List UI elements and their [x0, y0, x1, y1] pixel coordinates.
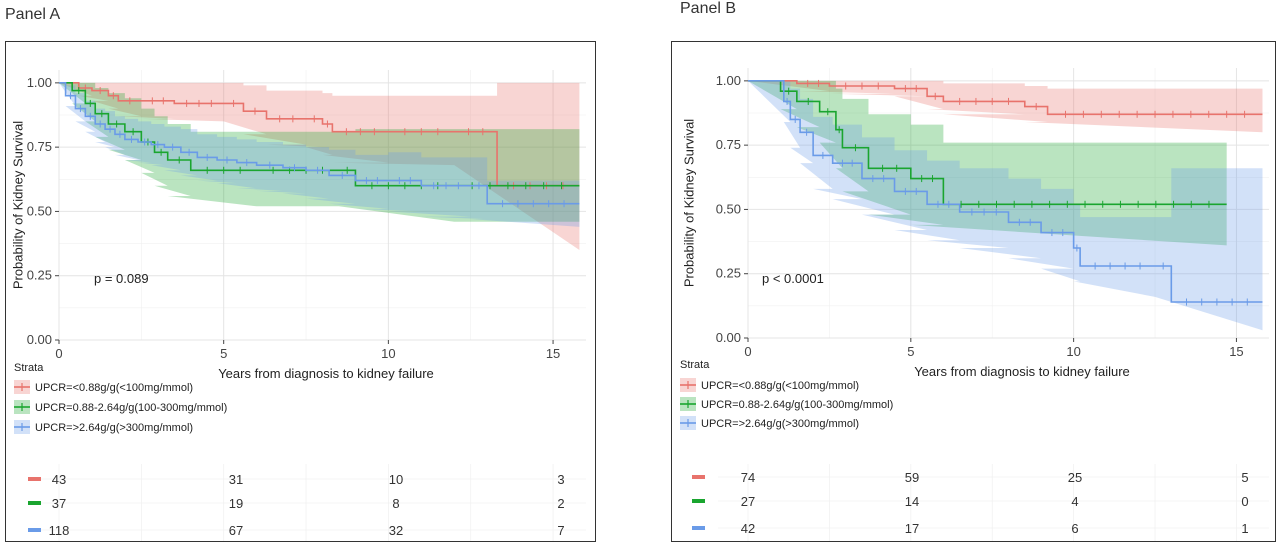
- legend: Strata UPCR=<0.88g/g(<100mg/mmol) UPCR=0.8…: [680, 359, 893, 430]
- risk-table-cell: 25: [1068, 470, 1082, 485]
- y-axis-label: Probability of Kidney Survival: [682, 119, 697, 287]
- x-tick-label: 5: [907, 344, 914, 359]
- grid: [747, 68, 1269, 339]
- censor-marks-blue: [786, 97, 1248, 306]
- risk-table-cell: 32: [389, 523, 403, 538]
- axes: 0.00 0.25 0.50 0.75 1.00 0 5 10 15 Probability of…: [11, 75, 561, 381]
- x-tick-label: 15: [546, 346, 560, 361]
- legend-label-green: UPCR=0.88-2.64g/g(100-300mg/mmol): [701, 399, 893, 411]
- grid: [58, 70, 586, 341]
- risk-table-cell: 67: [229, 523, 243, 538]
- axes: 0.00 0.25 0.50 0.75 1.00 0 5 10 15 Probability of…: [682, 73, 1244, 379]
- legend-title: Strata: [680, 359, 710, 371]
- risk-table-cell: 31: [229, 472, 243, 487]
- x-tick-label: 10: [1066, 344, 1080, 359]
- y-tick-label: 0.50: [27, 203, 52, 218]
- panel-a-title: Panel A: [5, 6, 61, 23]
- risk-table: 43 31 10 3 37 19 8 2 118 67 32 7: [28, 464, 586, 541]
- risk-table-cell: 43: [52, 472, 66, 487]
- y-tick-label: 1.00: [27, 75, 52, 90]
- legend: Strata UPCR=<0.88g/g(<100mg/mmol) UPCR=0.8…: [14, 362, 227, 434]
- censor-marks-blue: [70, 92, 565, 208]
- legend-label-blue: UPCR=>2.64g/g(>300mg/mmol): [35, 422, 193, 434]
- y-tick-label: 0.75: [27, 139, 52, 154]
- panel-b-title: Panel B: [680, 0, 737, 17]
- censor-marks-green: [788, 87, 1210, 208]
- risk-table-key-red: [28, 477, 41, 481]
- risk-table-cell: 8: [392, 496, 399, 511]
- risk-table-cell: 4: [1071, 494, 1078, 509]
- panel-a-frame: 0.00 0.25 0.50 0.75 1.00 0 5 10 15 Probability of…: [5, 41, 596, 542]
- risk-table-cell: 10: [389, 472, 403, 487]
- risk-table-cell: 14: [905, 494, 919, 509]
- y-tick-label: 0.50: [716, 201, 741, 216]
- confidence-band-green: [59, 82, 580, 222]
- risk-table-cell: 59: [905, 470, 919, 485]
- x-tick-label: 5: [220, 346, 227, 361]
- survival-line-red: [59, 82, 580, 187]
- risk-table-cell: 37: [52, 496, 66, 511]
- confidence-band-red: [59, 82, 580, 250]
- risk-table-cell: 2: [557, 496, 564, 511]
- risk-table: 74 59 25 5 27 14 4 0 42 17 6 1: [692, 464, 1269, 541]
- censor-marks-red: [807, 79, 1246, 118]
- legend-label-red: UPCR=<0.88g/g(<100mg/mmol): [35, 382, 193, 394]
- risk-table-cell: 0: [1241, 494, 1248, 509]
- legend-label-red: UPCR=<0.88g/g(<100mg/mmol): [701, 380, 859, 392]
- x-tick-label: 10: [381, 346, 395, 361]
- y-axis-label: Probability of Kidney Survival: [11, 121, 26, 289]
- censor-marks-red: [84, 84, 564, 190]
- risk-table-cell: 118: [49, 523, 70, 538]
- risk-table-cell: 17: [905, 521, 919, 536]
- confidence-band-blue: [59, 82, 580, 227]
- x-tick-label: 0: [744, 344, 751, 359]
- risk-table-cell: 6: [1071, 521, 1078, 536]
- p-value-annotation: p < 0.0001: [762, 271, 824, 286]
- risk-table-key-green: [28, 501, 41, 505]
- legend-label-blue: UPCR=>2.64g/g(>300mg/mmol): [701, 418, 859, 430]
- risk-table-cell: 19: [229, 496, 243, 511]
- confidence-band-blue: [748, 80, 1263, 331]
- risk-table-key-red: [692, 475, 705, 479]
- risk-table-key-blue: [692, 526, 705, 530]
- y-tick-label: 0.00: [27, 332, 52, 347]
- risk-table-cell: 3: [557, 472, 564, 487]
- y-tick-label: 0.00: [716, 330, 741, 345]
- confidence-band-red: [748, 80, 1263, 133]
- risk-table-cell: 7: [557, 523, 564, 538]
- p-value-annotation: p = 0.089: [94, 271, 149, 286]
- risk-table-cell: 42: [741, 521, 755, 536]
- y-tick-label: 1.00: [716, 73, 741, 88]
- y-tick-label: 0.25: [716, 266, 741, 281]
- risk-table-cell: 27: [741, 494, 755, 509]
- x-axis-label: Years from diagnosis to kidney failure: [218, 366, 434, 381]
- risk-table-key-blue: [28, 528, 41, 532]
- survival-line-blue: [748, 80, 1263, 303]
- risk-table-cell: 74: [741, 470, 755, 485]
- legend-label-green: UPCR=0.88-2.64g/g(100-300mg/mmol): [35, 402, 227, 414]
- risk-table-cell: 5: [1241, 470, 1248, 485]
- risk-table-cell: 1: [1241, 521, 1248, 536]
- x-tick-label: 0: [55, 346, 62, 361]
- y-tick-label: 0.25: [27, 268, 52, 283]
- panel-a-chart: 0.00 0.25 0.50 0.75 1.00 0 5 10 15 Probability of…: [11, 70, 586, 541]
- risk-table-key-green: [692, 499, 705, 503]
- panel-b-frame: 0.00 0.25 0.50 0.75 1.00 0 5 10 15 Probability of…: [671, 41, 1276, 542]
- x-axis-label: Years from diagnosis to kidney failure: [914, 364, 1130, 379]
- y-tick-label: 0.75: [716, 137, 741, 152]
- x-tick-label: 15: [1229, 344, 1243, 359]
- legend-title: Strata: [14, 362, 44, 374]
